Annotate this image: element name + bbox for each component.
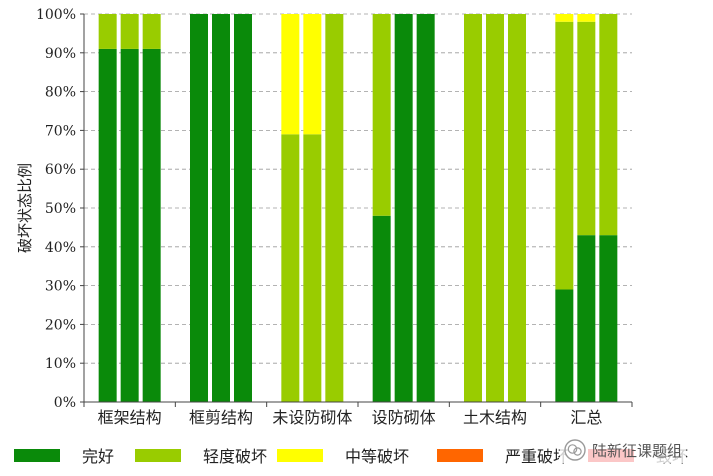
bar-segment	[325, 14, 344, 402]
y-tick-label: 20%	[45, 317, 76, 333]
legend-swatch	[277, 448, 323, 462]
bar-segment	[212, 14, 230, 402]
legend-label: 轻度破坏	[203, 447, 268, 466]
bar-segment	[142, 14, 161, 49]
bar-segment	[303, 134, 322, 402]
axes	[80, 13, 633, 407]
y-tick-label: 70%	[45, 123, 76, 139]
y-tick-label: 100%	[36, 7, 76, 23]
x-tick-labels: 框架结构 框剪结构 未设防砌体 设防砌体 土木结构 汇总	[98, 408, 603, 427]
legend-item-moderate: 中等破坏	[277, 444, 409, 466]
bar-segment	[281, 14, 300, 135]
x-tick-label: 未设防砌体	[272, 408, 352, 427]
x-tick-label: 汇总	[570, 408, 602, 427]
y-tick-labels: 0% 10% 20% 30% 40% 50% 60% 70% 80% 90% 100%	[36, 7, 76, 411]
bar-segment	[142, 48, 161, 403]
bar-segment	[508, 14, 526, 402]
y-tick-label: 90%	[45, 46, 76, 62]
bars	[98, 14, 618, 403]
legend-item-intact: 完好	[14, 444, 114, 466]
bar-segment	[190, 14, 208, 402]
bar-segment	[98, 14, 117, 49]
bar-segment	[464, 14, 482, 402]
bar-segment	[120, 14, 139, 49]
bar-segment	[577, 235, 596, 402]
legend-label: 完好	[82, 447, 115, 466]
bar-segment	[394, 14, 413, 402]
bar-segment	[599, 14, 618, 236]
bar-segment	[303, 14, 322, 135]
bar-segment	[120, 48, 139, 403]
bar-segment	[555, 289, 574, 402]
legend-label: 中等破坏	[345, 447, 410, 466]
y-tick-label: 50%	[45, 201, 76, 217]
y-tick-label: 30%	[45, 279, 76, 295]
bar-segment	[577, 14, 596, 22]
legend-swatch	[14, 448, 60, 462]
bar-segment	[416, 14, 435, 402]
bar-segment	[486, 14, 504, 402]
watermark: 陆新征课题组	[560, 437, 687, 463]
bar-segment	[98, 48, 117, 403]
bar-segment	[372, 215, 391, 402]
bar-segment	[234, 14, 252, 402]
x-tick-label: 框剪结构	[189, 408, 253, 427]
x-tick-label: 土木结构	[463, 408, 527, 427]
y-axis-label: 破坏状态比例	[16, 163, 34, 253]
bar-segment	[372, 14, 391, 216]
bar-segment	[555, 21, 574, 290]
bar-segment	[599, 235, 618, 402]
grid-lines	[84, 13, 632, 364]
legend-item-severe: 严重破坏	[437, 444, 569, 466]
legend-label: 严重破坏	[505, 447, 570, 466]
y-tick-label: 60%	[45, 162, 76, 178]
bar-segment	[577, 21, 596, 236]
stacked-bar-chart: 0% 10% 20% 30% 40% 50% 60% 70% 80% 90% 100% 框架结构 框剪…	[16, 7, 633, 427]
x-tick-label: 设防砌体	[372, 408, 436, 427]
legend-item-slight: 轻度破坏	[135, 444, 267, 466]
y-tick-label: 40%	[45, 240, 76, 256]
y-tick-label: 10%	[45, 356, 76, 372]
bar-segment	[281, 134, 300, 402]
bar-segment	[555, 14, 574, 22]
y-tick-label: 0%	[54, 395, 76, 411]
y-tick-label: 80%	[45, 85, 76, 101]
watermark-text: 陆新征课题组	[592, 441, 683, 460]
wechat-logo-icon	[564, 439, 586, 461]
legend-swatch	[437, 448, 483, 462]
x-tick-label: 框架结构	[98, 408, 162, 427]
legend-swatch	[135, 448, 181, 462]
